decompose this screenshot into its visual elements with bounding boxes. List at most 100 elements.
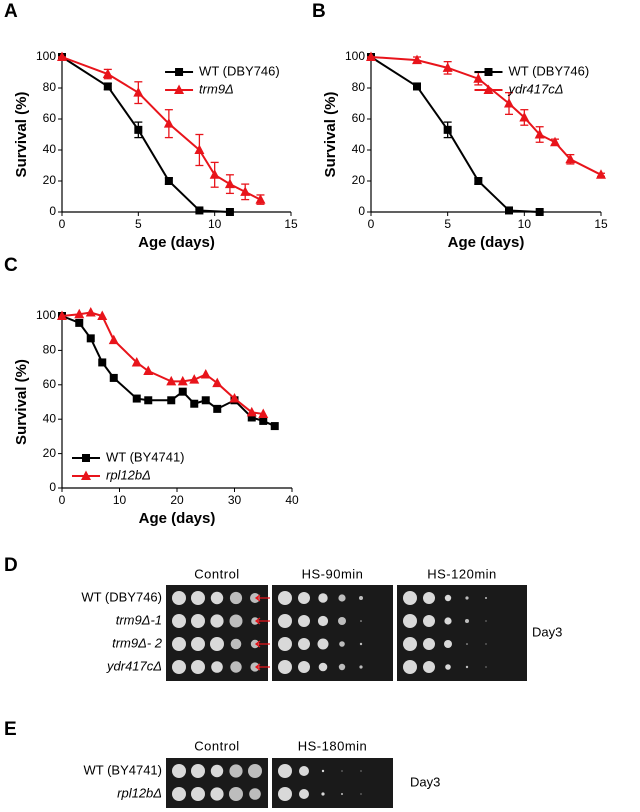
yeast-spot: [298, 615, 310, 627]
condition-label: HS-90min: [302, 566, 364, 581]
yeast-spot: [321, 769, 325, 773]
strain-label: rpl12bΔ: [117, 785, 162, 800]
yeast-spot: [191, 787, 205, 801]
marker: [177, 375, 188, 386]
yeast-spot: [230, 638, 242, 650]
arrow: [254, 594, 270, 602]
arrow: [254, 617, 270, 625]
y-tick-label: 100: [36, 49, 56, 63]
legend-label: WT (BY4741): [106, 449, 185, 464]
strain-label: trm9Δ- 2: [112, 635, 163, 650]
x-tick-label: 5: [135, 217, 142, 231]
y-tick-label: 40: [43, 142, 57, 156]
yeast-spot: [298, 638, 310, 650]
marker: [240, 186, 251, 196]
y-tick-label: 0: [358, 204, 365, 218]
yeast-spot: [423, 592, 435, 604]
marker: [97, 310, 108, 320]
marker: [209, 169, 220, 179]
yeast-spot: [359, 642, 363, 646]
yeast-spot: [341, 770, 343, 772]
marker: [132, 394, 141, 403]
yeast-spot: [229, 764, 243, 778]
marker: [189, 374, 200, 384]
marker: [225, 208, 234, 216]
yeast-spot: [210, 614, 224, 628]
y-axis-label: Survival (%): [322, 92, 339, 178]
yeast-spot: [211, 661, 223, 673]
series-line: [370, 56, 540, 213]
yeast-spot: [360, 793, 362, 795]
legend-label: WT (DBY746): [199, 63, 280, 78]
legend-label: WT (DBY746): [509, 63, 590, 78]
y-tick-label: 60: [43, 377, 57, 391]
yeast-spot: [338, 617, 346, 625]
legend-marker: [175, 68, 184, 76]
arrow: [254, 663, 270, 671]
x-tick-label: 40: [285, 493, 299, 507]
yeast-spot: [278, 637, 292, 651]
yeast-spot: [318, 593, 328, 603]
yeast-spot: [485, 666, 487, 668]
marker: [201, 396, 210, 405]
marker: [474, 177, 483, 185]
yeast-spot: [444, 640, 452, 648]
yeast-spot: [444, 594, 452, 602]
yeast-spot: [423, 615, 435, 627]
y-tick-label: 20: [352, 173, 366, 187]
plate-image: [272, 758, 393, 808]
yeast-spot: [210, 787, 224, 801]
marker: [75, 318, 84, 327]
yeast-spot: [248, 764, 262, 778]
yeast-spot: [230, 661, 242, 673]
panel-label: B: [312, 1, 326, 22]
yeast-spot: [317, 615, 329, 627]
x-tick-label: 10: [208, 217, 222, 231]
y-axis-label: Survival (%): [13, 92, 30, 178]
marker: [412, 54, 422, 65]
marker: [134, 125, 143, 134]
marker: [366, 51, 376, 61]
marker: [473, 73, 484, 83]
x-axis-label: Age (days): [138, 234, 215, 251]
y-tick-label: 20: [43, 446, 57, 460]
legend-label: trm9Δ: [199, 81, 234, 96]
y-tick-label: 80: [43, 80, 57, 94]
marker: [108, 334, 119, 345]
marker: [596, 169, 606, 179]
x-tick-label: 15: [284, 217, 298, 231]
marker: [190, 399, 199, 408]
plate-image: [272, 585, 393, 681]
strain-label: trm9Δ-1: [116, 612, 162, 627]
yeast-spot: [318, 662, 328, 672]
marker: [164, 177, 173, 185]
marker: [229, 393, 240, 403]
yeast-spot: [278, 764, 292, 778]
yeast-spot: [465, 619, 469, 623]
yeast-spot: [485, 597, 487, 599]
marker: [259, 416, 268, 425]
panel-label: A: [4, 1, 18, 22]
marker: [505, 206, 513, 215]
strain-label: WT (BY4741): [83, 762, 162, 777]
marker: [270, 422, 279, 431]
legend-label: ydr417cΔ: [508, 81, 564, 96]
marker: [57, 51, 67, 61]
yeast-spot: [172, 787, 186, 801]
y-axis-label: Survival (%): [13, 359, 30, 445]
yeast-spot: [359, 665, 363, 669]
y-tick-label: 60: [352, 111, 366, 125]
yeast-spot: [403, 637, 417, 651]
y-tick-label: 0: [49, 480, 56, 494]
x-tick-label: 10: [518, 217, 532, 231]
condition-label: Control: [194, 738, 239, 753]
marker: [194, 144, 205, 154]
marker: [167, 396, 176, 405]
yeast-spot: [360, 770, 362, 772]
legend-marker: [174, 84, 185, 94]
y-tick-label: 60: [43, 111, 57, 125]
yeast-spot: [249, 788, 261, 800]
panel-label: E: [4, 719, 17, 740]
yeast-spot: [172, 660, 186, 674]
marker: [57, 310, 67, 320]
